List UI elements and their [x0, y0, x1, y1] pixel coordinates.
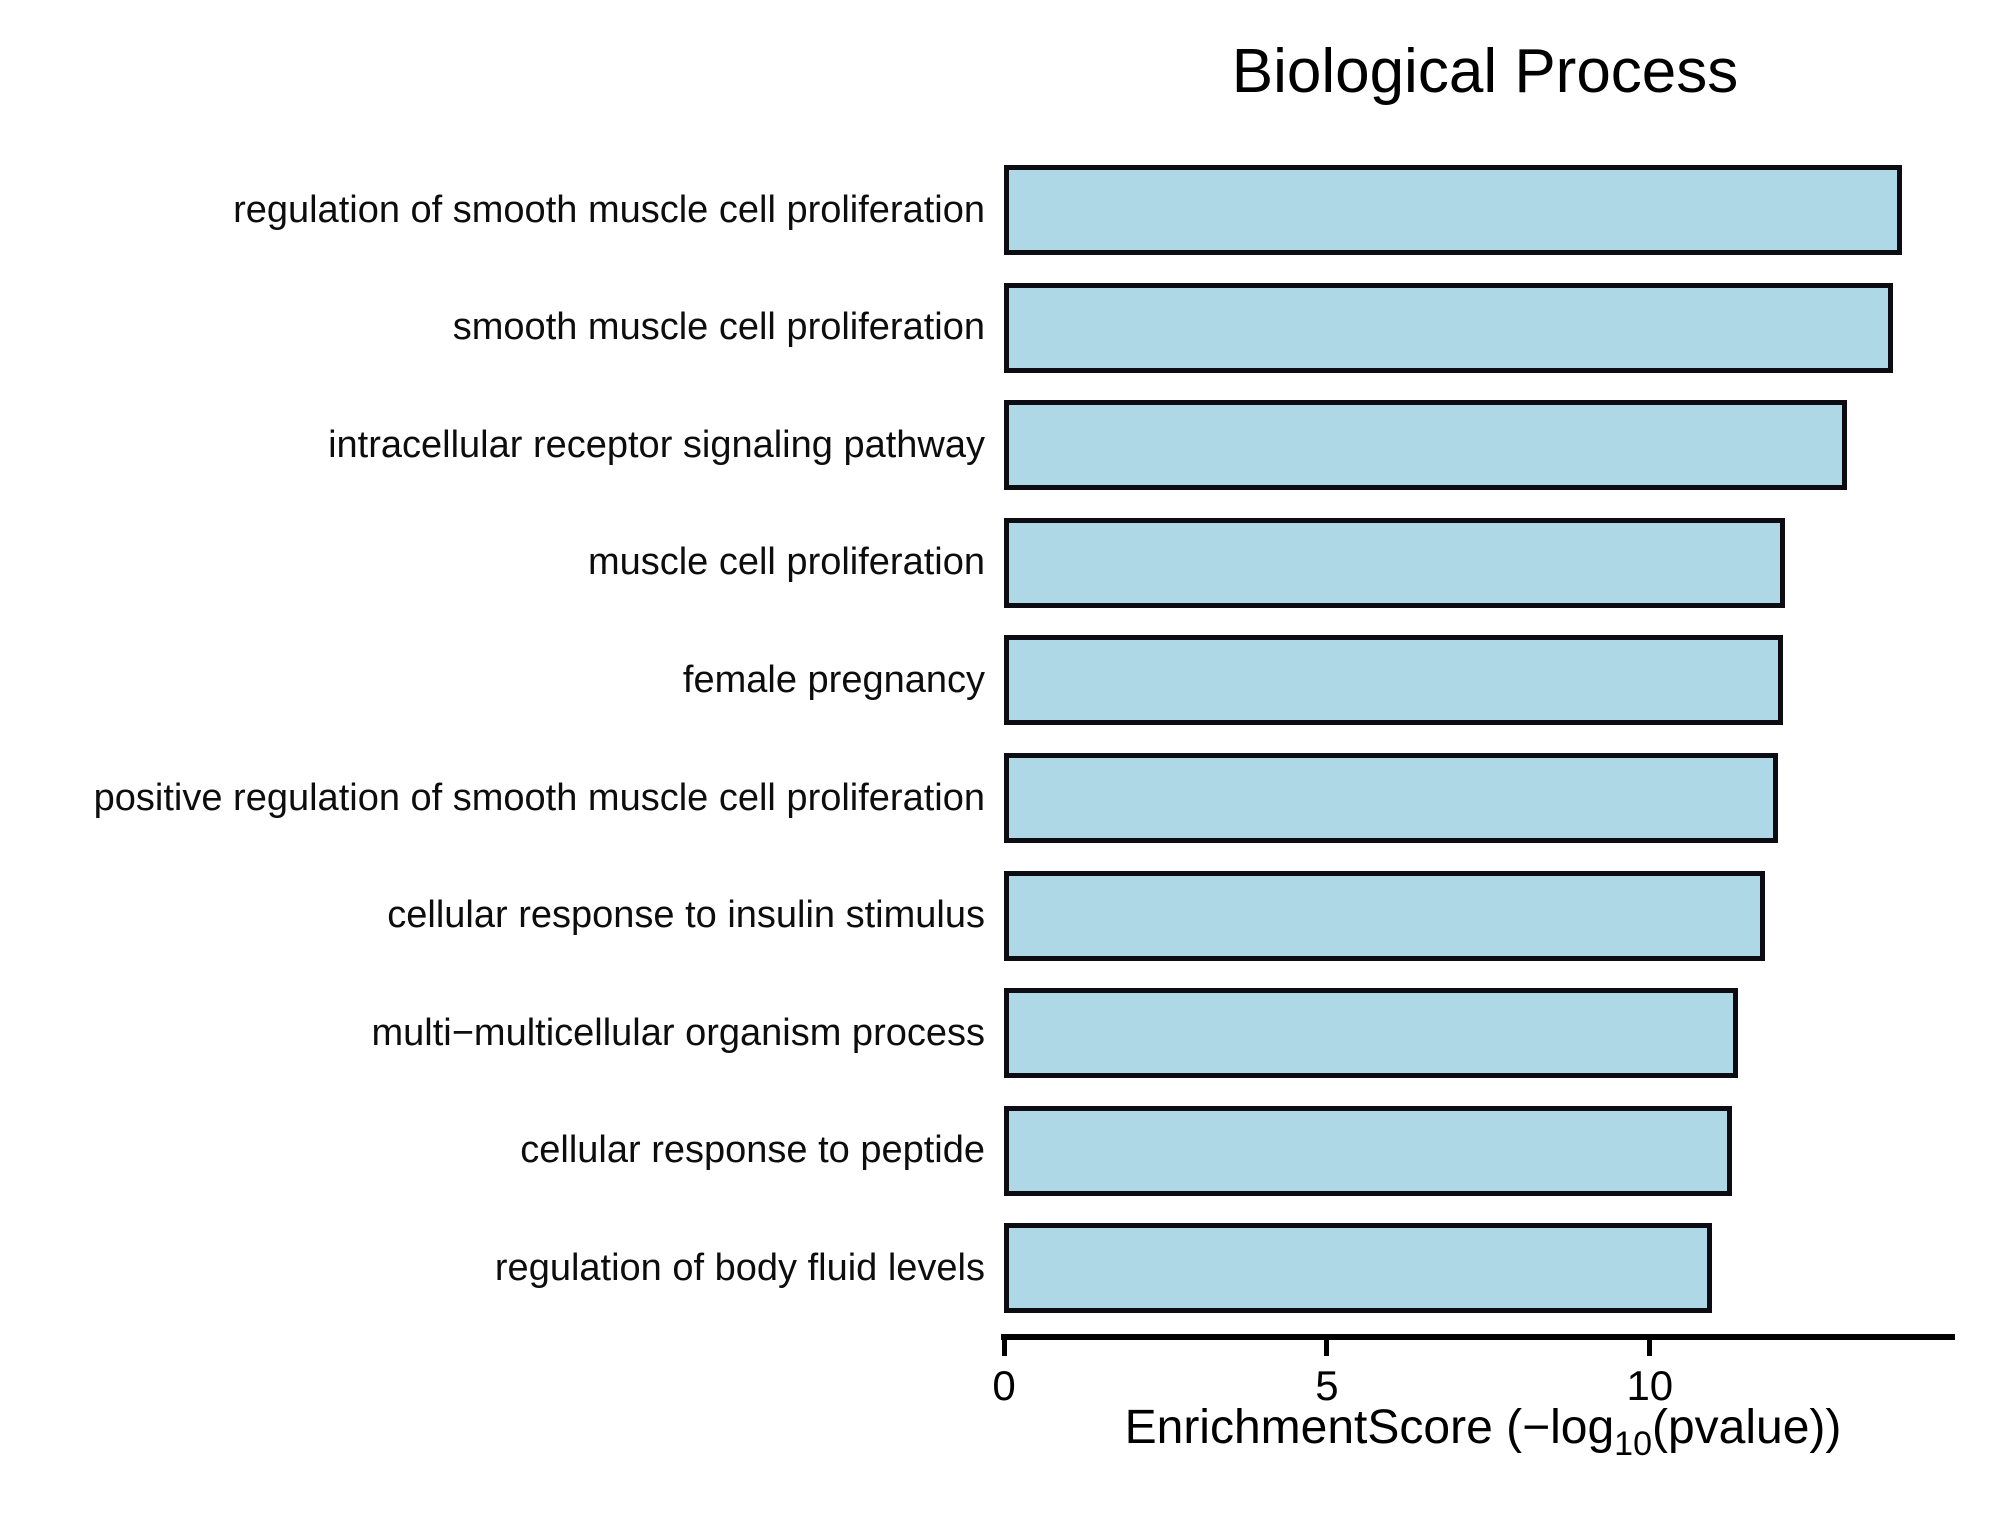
category-label: female pregnancy [682, 658, 985, 701]
bar [1004, 988, 1738, 1079]
x-axis-label: EnrichmentScore (−log10(pvalue)) [1124, 1400, 1842, 1461]
x-tick-mark [1001, 1340, 1007, 1356]
bar [1004, 517, 1785, 608]
x-tick-mark [1324, 1340, 1330, 1356]
x-tick-label: 0 [992, 1362, 1016, 1409]
bar [1004, 165, 1902, 255]
x-axis-line [1001, 1334, 1955, 1340]
bar [1004, 1105, 1733, 1196]
bar [1004, 400, 1848, 491]
x-axis-label-subscript: 10 [1614, 1425, 1652, 1463]
x-tick-mark [1647, 1340, 1653, 1356]
x-axis-label-prefix: EnrichmentScore (−log [1124, 1401, 1615, 1454]
x-tick-label: 5 [1315, 1362, 1339, 1409]
category-label: intracellular receptor signaling pathway [328, 423, 985, 466]
x-axis-label-suffix: (pvalue)) [1651, 1401, 1842, 1454]
bar [1004, 635, 1783, 726]
bar [1004, 1223, 1712, 1314]
category-label: cellular response to insulin stimulus [387, 894, 985, 937]
x-tick-label: 10 [1626, 1362, 1674, 1409]
bar [1004, 753, 1778, 843]
bar [1004, 870, 1766, 961]
category-label: cellular response to peptide [520, 1129, 985, 1172]
chart-title: Biological Process [1231, 37, 1739, 106]
category-label: muscle cell proliferation [587, 541, 985, 584]
category-label: regulation of body fluid levels [494, 1246, 985, 1289]
bar [1004, 282, 1893, 373]
category-label: smooth muscle cell proliferation [452, 306, 985, 349]
category-label: positive regulation of smooth muscle cel… [93, 776, 985, 819]
category-label: regulation of smooth muscle cell prolife… [233, 188, 985, 231]
category-label: multi−multicellular organism process [371, 1011, 986, 1054]
